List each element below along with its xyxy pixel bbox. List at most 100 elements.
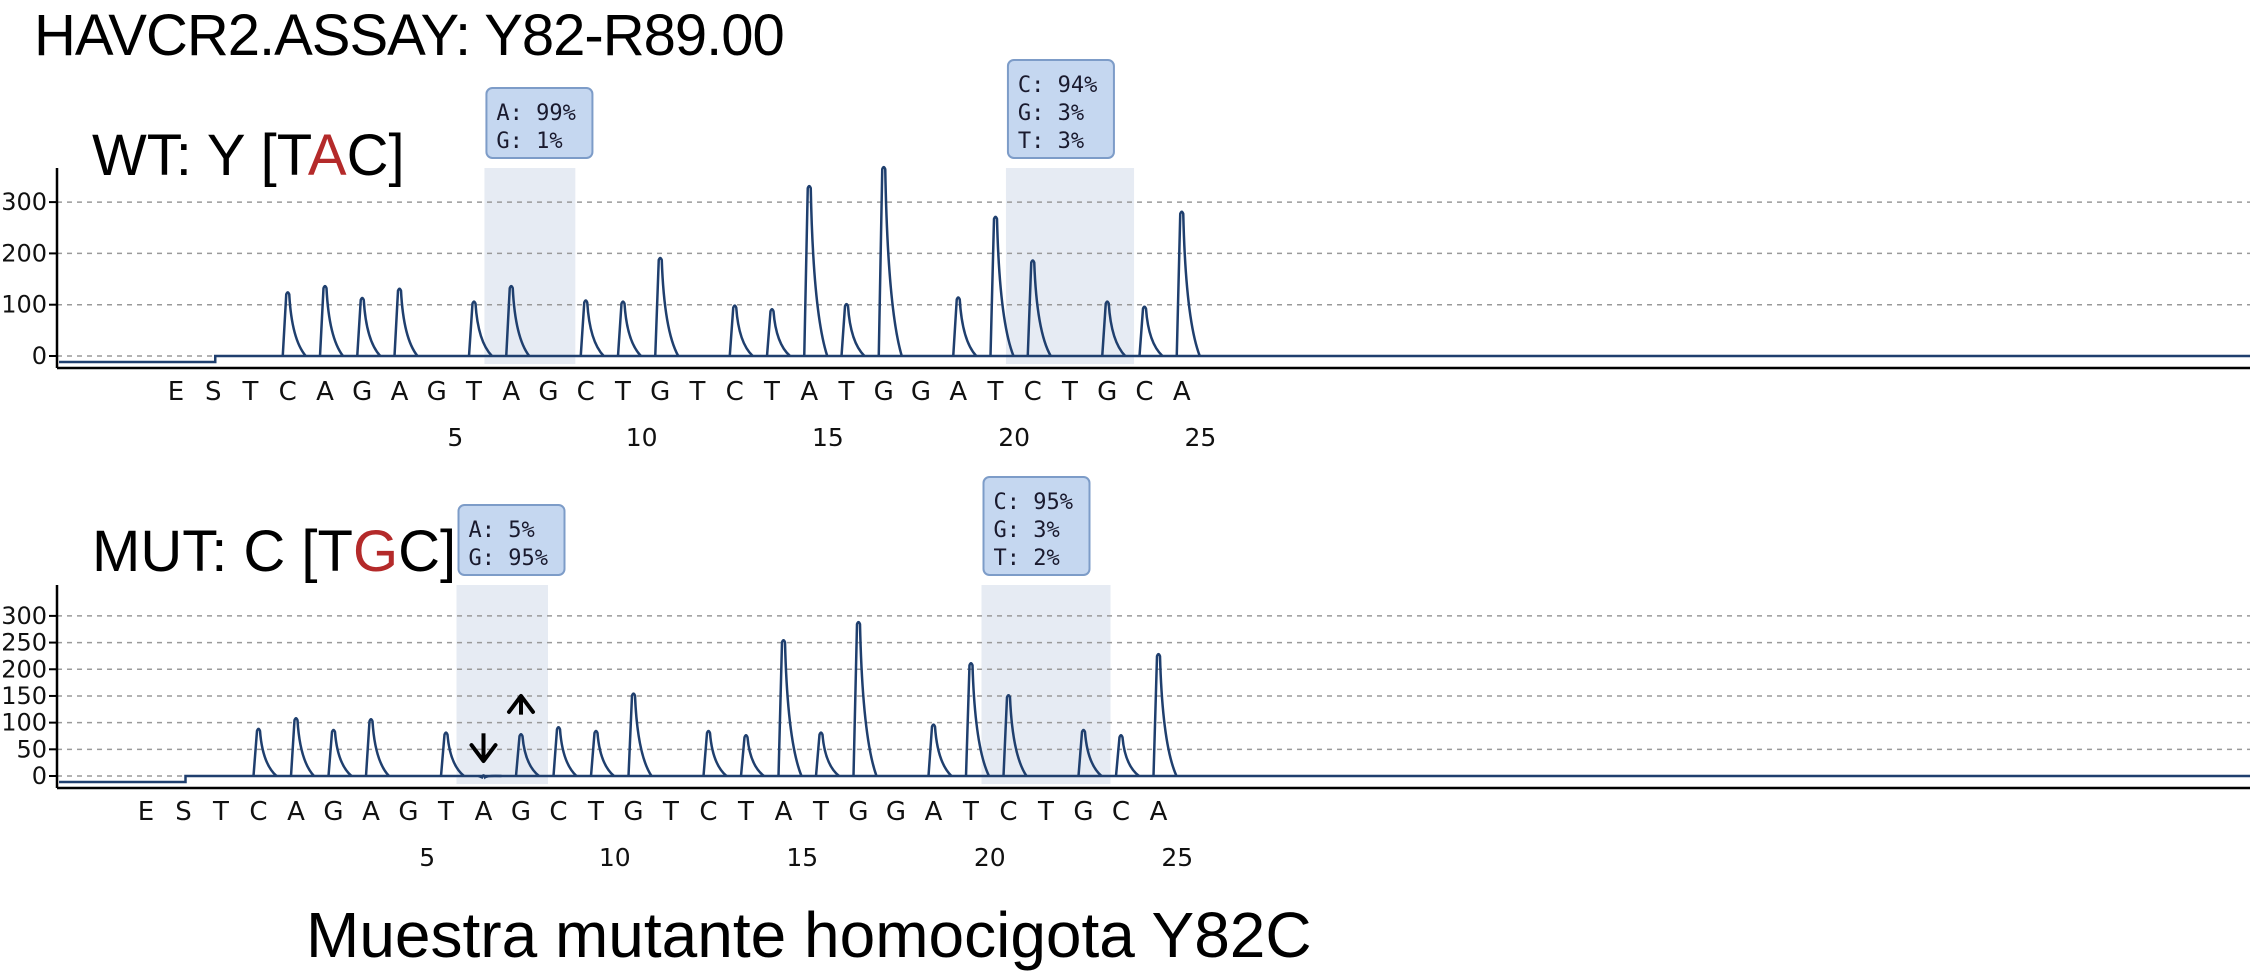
mut-peak (514, 732, 540, 777)
mut-base-label: G (323, 797, 343, 827)
mut-base-label: A (362, 797, 380, 827)
mut-peak (478, 774, 502, 780)
wt-base-label: T (465, 377, 482, 407)
wt-base-label: G (874, 377, 894, 407)
mut-base-label: G (886, 797, 906, 827)
mut-base-label: G (511, 797, 531, 827)
mut-position-label: 5 (419, 843, 435, 872)
wt-y-tick-label: 300 (1, 188, 47, 216)
wt-base-label: G (538, 377, 558, 407)
wt-base-label: C (577, 377, 595, 407)
wt-base-label: A (316, 377, 334, 407)
mut-title-prefix: MUT: C [T (92, 519, 353, 584)
wt-title-suffix: C] (346, 123, 405, 188)
wt-peak (356, 296, 382, 357)
mut-base-label: C (699, 797, 717, 827)
wt-base-label: C (279, 377, 297, 407)
mut-highlight-region (981, 585, 1111, 784)
wt-peak (952, 296, 978, 357)
wt-highlight-region (484, 168, 576, 364)
wt-annotation-text: G: 3% (1018, 101, 1084, 126)
wt-peak (1101, 300, 1127, 357)
mut-base-label: A (925, 797, 943, 827)
mut-peak (289, 717, 315, 777)
mut-annotation-box (982, 476, 1091, 576)
mut-y-tick-label: 200 (1, 655, 47, 683)
mut-peak (364, 718, 390, 777)
mut-base-label: G (848, 797, 868, 827)
wt-base-label: T (689, 377, 706, 407)
mut-arrow-down-head (469, 743, 498, 764)
mut-peak (852, 620, 878, 777)
mut-panel-title: MUT: C [TGC] (92, 518, 456, 585)
mut-annotation-text: G: 3% (994, 518, 1060, 543)
mut-base-label: T (437, 797, 454, 827)
wt-annotation-box (485, 87, 594, 159)
mut-base-label: S (175, 797, 192, 827)
mut-position-label: 15 (786, 843, 818, 872)
wt-peak (728, 304, 754, 357)
mut-base-label: A (475, 797, 493, 827)
mut-base-label: E (138, 797, 154, 827)
mut-annotation-text: G: 95% (469, 546, 548, 571)
wt-annotation-text: G: 1% (496, 129, 562, 154)
wt-base-label: T (614, 377, 631, 407)
wt-peak (803, 184, 829, 357)
wt-annotation-box (1006, 59, 1115, 159)
mut-peak (1114, 734, 1140, 777)
mut-annotation-text: A: 5% (469, 518, 535, 543)
wt-peak (989, 215, 1015, 357)
wt-base-label: C (726, 377, 744, 407)
mut-y-tick-label: 250 (1, 629, 47, 657)
wt-peak (616, 300, 642, 357)
mut-y-tick-label: 0 (32, 762, 47, 790)
mut-y-tick-label: 100 (1, 709, 47, 737)
wt-base-label: C (1135, 377, 1153, 407)
wt-position-label: 10 (626, 423, 658, 452)
mut-base-label: A (775, 797, 793, 827)
mut-base-label: C (1112, 797, 1130, 827)
wt-peak (765, 308, 791, 357)
wt-y-tick-label: 200 (1, 239, 47, 267)
mut-base-label: C (999, 797, 1017, 827)
wt-peak (877, 165, 903, 357)
mut-peak (739, 734, 765, 777)
mut-base-label: G (398, 797, 418, 827)
mut-peak (252, 727, 278, 777)
mut-peak (439, 731, 465, 777)
wt-base-label: A (391, 377, 409, 407)
mut-base-label: T (737, 797, 754, 827)
wt-position-label: 15 (812, 423, 844, 452)
mut-annotation-text: T: 2% (994, 546, 1060, 571)
mut-position-label: 10 (599, 843, 631, 872)
wt-base-label: G (427, 377, 447, 407)
mut-base-label: T (1037, 797, 1054, 827)
mut-position-label: 20 (974, 843, 1006, 872)
mut-y-tick-label: 300 (1, 602, 47, 630)
figure-caption: Muestra mutante homocigota Y82C (306, 899, 1312, 971)
wt-base-label: A (949, 377, 967, 407)
wt-base-label: C (1024, 377, 1042, 407)
wt-base-label: G (911, 377, 931, 407)
wt-position-label: 20 (998, 423, 1030, 452)
wt-peak (579, 299, 605, 357)
mut-base-label: T (962, 797, 979, 827)
mut-base-label: A (287, 797, 305, 827)
wt-position-label: 25 (1184, 423, 1216, 452)
wt-peak (318, 284, 345, 357)
mut-peak (589, 729, 615, 777)
mut-base-label: T (812, 797, 829, 827)
mut-title-suffix: C] (398, 519, 457, 584)
mut-peak (627, 692, 653, 777)
wt-title-prefix: WT: Y [T (92, 123, 308, 188)
mut-peak (927, 723, 953, 777)
wt-position-label: 5 (447, 423, 463, 452)
wt-trace-baseline (59, 354, 2250, 364)
mut-peak (964, 662, 991, 777)
wt-peak (467, 300, 493, 357)
wt-base-label: E (168, 377, 184, 407)
mut-peak (1077, 728, 1103, 777)
wt-annotation-text: C: 94% (1018, 73, 1097, 98)
